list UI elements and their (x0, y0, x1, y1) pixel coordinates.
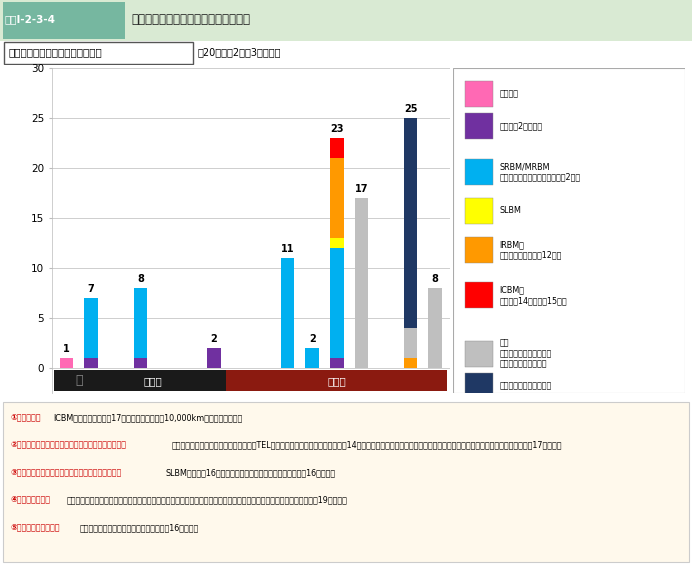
Text: テポドン: テポドン (500, 89, 518, 98)
Text: 通常よりも低高度で変則的な軌道で飛翔可能ともいわれるイスカンデルとの外形上類似点のある短距離弾道ミサイル（19年～）。: 通常よりも低高度で変則的な軌道で飛翔可能ともいわれるイスカンデルとの外形上類似点… (66, 496, 347, 505)
Text: SRBM/MRBM
（スカッド、ノドン、「北極星2」）: SRBM/MRBM （スカッド、ノドン、「北極星2」） (500, 162, 581, 181)
Bar (84, 358, 98, 368)
Bar (465, 237, 493, 263)
Bar (330, 138, 343, 158)
Bar (3, 2, 125, 38)
Text: ⑤発射形態の多様化：: ⑤発射形態の多様化： (10, 523, 60, 532)
Text: 8: 8 (137, 273, 144, 284)
Text: ロフテッド軌道と推定される発射が確認（16年～）。: ロフテッド軌道と推定される発射が確認（16年～）。 (80, 523, 199, 532)
Text: 金正日: 金正日 (143, 376, 162, 386)
Bar (330, 238, 343, 247)
Text: 17: 17 (354, 184, 368, 194)
Bar (465, 282, 493, 308)
Text: ④変則的な軌道：: ④変則的な軌道： (10, 496, 51, 505)
Text: 25: 25 (403, 104, 417, 114)
Bar (84, 298, 98, 358)
Text: 過去に例のない地点から、早朝・深夜にTELを用いて複数発射などを繰り返す（14年～）。一部の弾道ミサイルには、終末誘導機動弾頭を装備しているとの指摘も（17年～: 過去に例のない地点から、早朝・深夜にTELを用いて複数発射などを繰り返す（14年… (172, 441, 563, 450)
Bar (403, 328, 417, 358)
Text: 新型短距離弾道ミサイル: 新型短距離弾道ミサイル (500, 382, 552, 390)
Text: 7: 7 (88, 284, 95, 294)
Text: SLBM: SLBM (500, 206, 522, 215)
Bar (330, 358, 343, 368)
Bar (465, 114, 493, 140)
Text: 8: 8 (432, 273, 439, 284)
Text: 11: 11 (281, 244, 294, 254)
Text: 不明
（失敗・弾道ミサイルの
可能性があるもの等）: 不明 （失敗・弾道ミサイルの 可能性があるもの等） (500, 339, 552, 368)
Text: ②饵和攻撃のために必要な正確性・運用能力の向上：: ②饵和攻撃のために必要な正確性・運用能力の向上： (10, 441, 127, 450)
Text: SLBMの発射（16年～）。弾道ミサイルの固体燃料化推進（16年～）。: SLBMの発射（16年～）。弾道ミサイルの固体燃料化推進（16年～）。 (165, 468, 336, 477)
Text: 2: 2 (309, 334, 316, 344)
Bar (354, 198, 368, 368)
Text: ICBM級
（「火星14」「火星15」）: ICBM級 （「火星14」「火星15」） (500, 285, 567, 305)
Text: ﹀: ﹀ (75, 374, 82, 387)
Bar (305, 347, 319, 368)
Bar (465, 373, 493, 399)
Bar (79, 370, 226, 390)
Text: （20（令和2）年3月時点）: （20（令和2）年3月時点） (198, 47, 282, 57)
Bar (403, 358, 417, 368)
Text: 図表Ⅰ-2-3-4: 図表Ⅰ-2-3-4 (5, 15, 56, 24)
Text: 23: 23 (330, 124, 343, 134)
Text: IRBM級
（ムスダン、「火星12」）: IRBM級 （ムスダン、「火星12」） (500, 240, 562, 259)
Bar (60, 358, 73, 368)
Bar (428, 288, 441, 368)
Text: 金正恩: 金正恩 (327, 376, 346, 386)
Bar (281, 258, 295, 368)
Text: 北朝鮮による弾道ミサイル発射数: 北朝鮮による弾道ミサイル発射数 (9, 47, 102, 57)
Bar (465, 341, 493, 367)
Bar (134, 358, 147, 368)
Text: ICBM級弾道ミサイル（17年～）など、射程が10,000kmを超えるものも。: ICBM級弾道ミサイル（17年～）など、射程が10,000kmを超えるものも。 (54, 414, 243, 422)
Bar (465, 159, 493, 185)
Text: 1: 1 (63, 344, 70, 354)
Text: 2: 2 (210, 334, 217, 344)
Bar (226, 370, 447, 390)
Text: 北朝鮮の弾道ミサイル発射の主な動向: 北朝鮮の弾道ミサイル発射の主な動向 (131, 13, 251, 26)
Bar (207, 347, 221, 368)
Bar (403, 118, 417, 328)
Bar (465, 81, 493, 107)
Bar (4, 42, 193, 64)
Bar (55, 370, 79, 390)
Bar (134, 288, 147, 358)
Text: テポドン2・派生型: テポドン2・派生型 (500, 122, 543, 131)
Bar (330, 247, 343, 358)
Bar (465, 198, 493, 224)
Text: ③秘密性・即時性の向上、奇襲的攻撃能力の向上：: ③秘密性・即時性の向上、奇襲的攻撃能力の向上： (10, 468, 122, 477)
Bar (330, 158, 343, 238)
Text: ①長射程化：: ①長射程化： (10, 414, 41, 422)
